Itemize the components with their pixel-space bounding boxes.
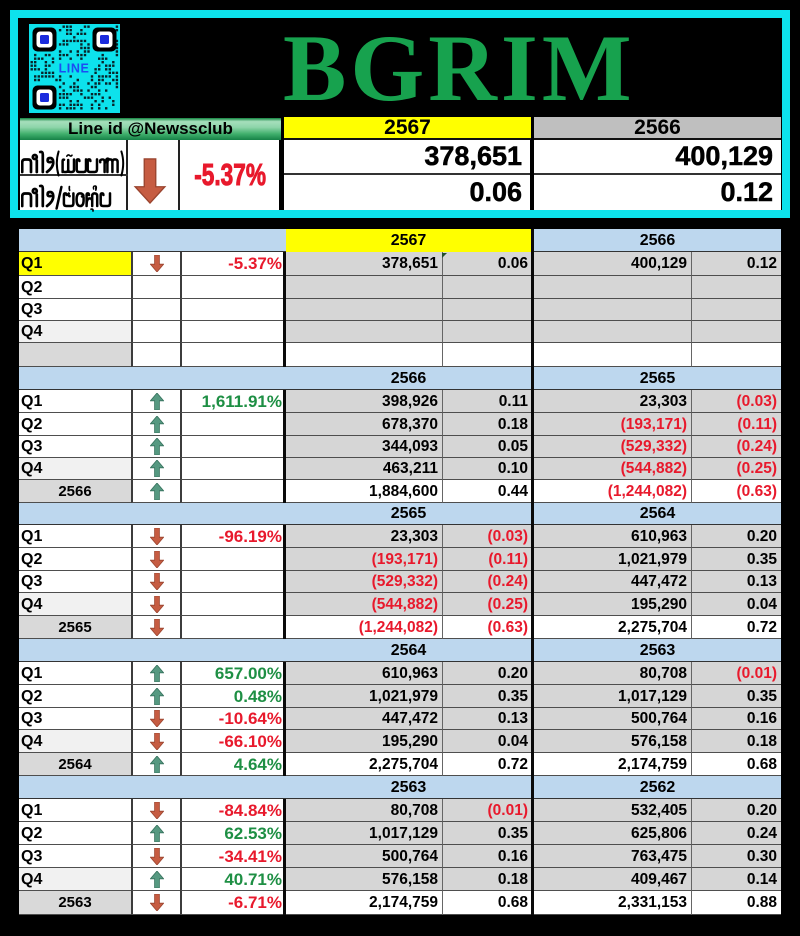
svg-text:LINE: LINE: [59, 62, 90, 76]
